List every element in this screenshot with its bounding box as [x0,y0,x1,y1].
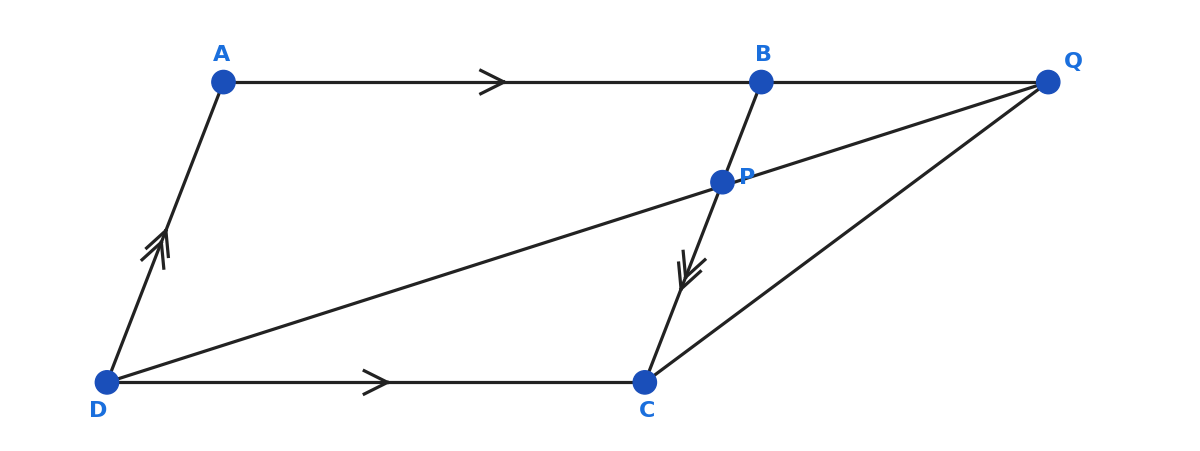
Text: Q: Q [1064,52,1082,72]
Circle shape [634,371,656,394]
Circle shape [95,371,119,394]
Text: C: C [638,401,655,421]
Circle shape [710,170,734,194]
Circle shape [212,70,235,94]
Text: B: B [755,45,772,65]
Circle shape [750,70,773,94]
Text: P: P [739,168,756,188]
Circle shape [1037,70,1060,94]
Text: A: A [214,45,230,65]
Text: D: D [89,401,107,421]
